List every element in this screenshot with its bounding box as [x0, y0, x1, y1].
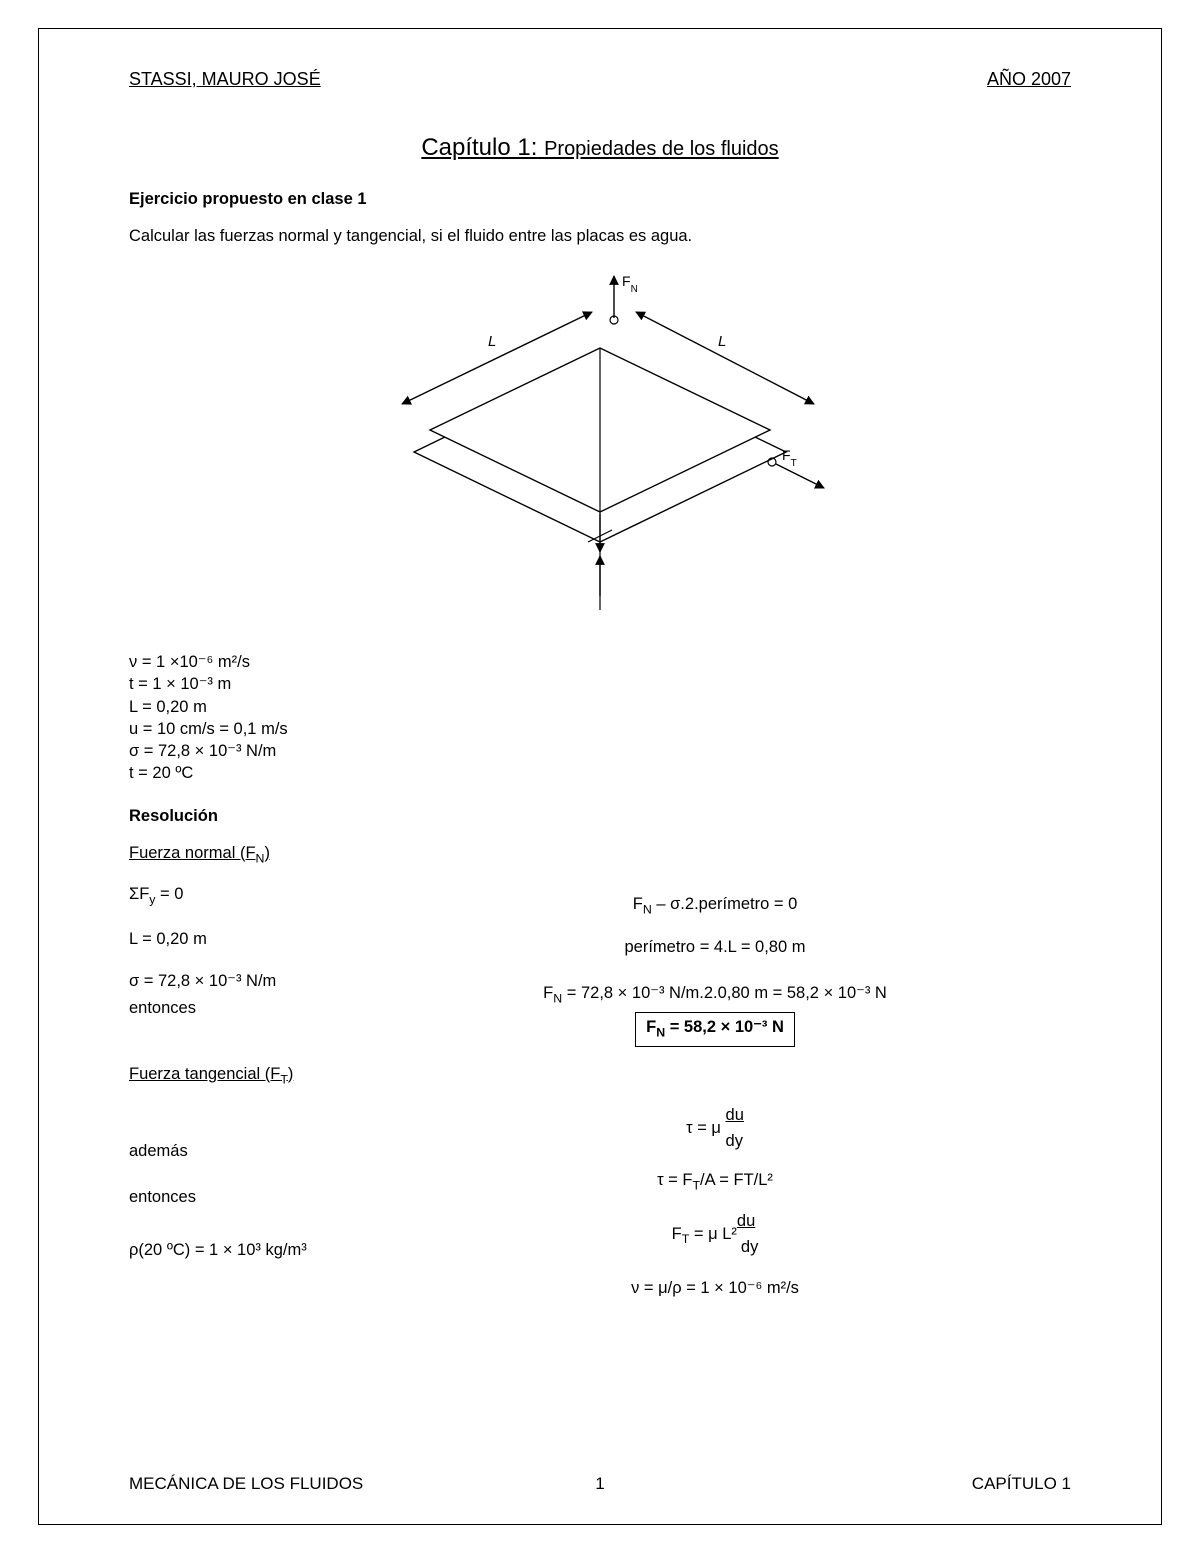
resolution-heading: Resolución	[129, 807, 1071, 826]
tangential-heading-sub: T	[280, 1072, 288, 1086]
param-u: u = 10 cm/s = 0,1 m/s	[129, 718, 1071, 740]
problem-statement: Calcular las fuerzas normal y tangencial…	[129, 227, 1071, 246]
sum-fy: ΣFy = 0	[129, 881, 351, 910]
eq-fn-balance: FN – σ.2.perímetro = 0	[359, 891, 1071, 920]
diagram-L-right: L	[718, 333, 726, 350]
normal-entonces: entonces	[129, 995, 351, 1021]
eq-tau-area: τ = FT/A = FT/L²	[359, 1167, 1071, 1196]
normal-force-heading: Fuerza normal (FN)	[129, 844, 1071, 865]
chapter-subtitle: Propiedades de los fluidos	[544, 138, 779, 160]
header-year: AÑO 2007	[987, 69, 1071, 90]
rho-value: ρ(20 ºC) = 1 × 10³ kg/m³	[129, 1237, 351, 1263]
tangential-block: además entonces ρ(20 ºC) = 1 × 10³ kg/m³…	[129, 1102, 1071, 1301]
eq-tau-def: τ = μ dudy	[359, 1102, 1071, 1155]
ademas: además	[129, 1138, 351, 1164]
footer-right: CAPÍTULO 1	[972, 1474, 1071, 1494]
page-header: STASSI, MAURO JOSÉ AÑO 2007	[129, 69, 1071, 90]
param-temp: t = 20 ºC	[129, 762, 1071, 784]
entonces: entonces	[129, 1184, 351, 1210]
footer-left: MECÁNICA DE LOS FLUIDOS	[129, 1474, 363, 1494]
eq-ft: FT = μ L²dudy	[359, 1208, 1071, 1261]
eq-nu: ν = μ/ρ = 1 × 10⁻⁶ m²/s	[359, 1275, 1071, 1301]
normal-sigma: σ = 72,8 × 10⁻³ N/m	[129, 968, 351, 994]
diagram-L-left: L	[488, 333, 496, 350]
chapter-prefix: Capítulo 1:	[421, 134, 537, 161]
diagram-ft-label: FT	[782, 447, 797, 469]
normal-heading-text: Fuerza normal (F	[129, 844, 256, 862]
page-footer: MECÁNICA DE LOS FLUIDOS 1 CAPÍTULO 1	[129, 1474, 1071, 1494]
plates-diagram-svg: FN FT L L	[320, 262, 880, 622]
tangential-force-heading: Fuerza tangencial (FT)	[129, 1065, 1071, 1086]
normal-block: ΣFy = 0 L = 0,20 m σ = 72,8 × 10⁻³ N/m e…	[129, 881, 1071, 1047]
diagram: FN FT L L	[129, 262, 1071, 627]
chapter-title: Capítulo 1: Propiedades de los fluidos	[129, 134, 1071, 162]
param-L: L = 0,20 m	[129, 696, 1071, 718]
eq-perimeter: perímetro = 4.L = 0,80 m	[359, 934, 1071, 960]
header-author: STASSI, MAURO JOSÉ	[129, 69, 321, 90]
normal-heading-close: )	[264, 844, 270, 862]
diagram-fn-label: FN	[622, 273, 638, 295]
normal-L: L = 0,20 m	[129, 926, 351, 952]
param-sigma: σ = 72,8 × 10⁻³ N/m	[129, 740, 1071, 762]
param-nu: ν = 1 ×10⁻⁶ m²/s	[129, 651, 1071, 673]
footer-page-number: 1	[595, 1474, 604, 1494]
tangential-heading-text: Fuerza tangencial (F	[129, 1065, 280, 1083]
tangential-heading-close: )	[288, 1065, 294, 1083]
page-border: STASSI, MAURO JOSÉ AÑO 2007 Capítulo 1: …	[38, 28, 1162, 1525]
param-t: t = 1 × 10⁻³ m	[129, 673, 1071, 695]
eq-fn-calc: FN = 72,8 × 10⁻³ N/m.2.0,80 m = 58,2 × 1…	[359, 980, 1071, 1009]
given-parameters: ν = 1 ×10⁻⁶ m²/s t = 1 × 10⁻³ m L = 0,20…	[129, 651, 1071, 785]
exercise-heading: Ejercicio propuesto en clase 1	[129, 190, 1071, 209]
fn-result-box: FN = 58,2 × 10⁻³ N	[635, 1012, 795, 1046]
